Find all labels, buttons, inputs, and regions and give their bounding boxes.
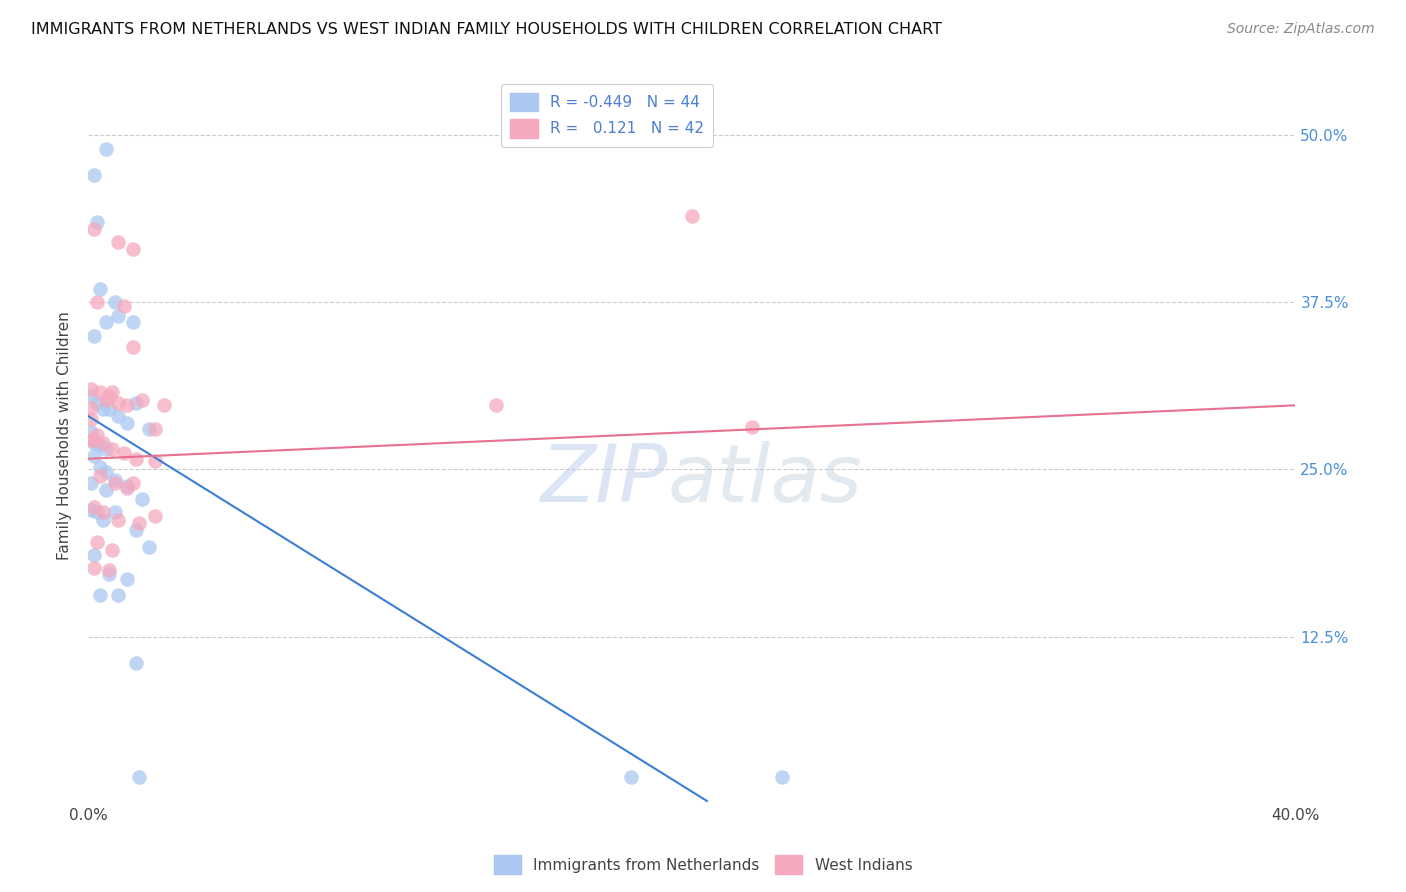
Point — [125, 657, 148, 671]
Point — [96, 483, 118, 497]
Point — [104, 505, 127, 519]
Text: ZIP: ZIP — [540, 442, 668, 519]
Text: atlas: atlas — [668, 442, 862, 519]
Point — [96, 465, 118, 479]
Point — [89, 282, 111, 296]
Point — [125, 451, 148, 466]
Point — [96, 142, 118, 156]
Point — [89, 384, 111, 399]
Point — [91, 505, 114, 519]
Legend: Immigrants from Netherlands, West Indians: Immigrants from Netherlands, West Indian… — [488, 849, 918, 880]
Point — [86, 395, 108, 409]
Point — [83, 222, 105, 236]
Y-axis label: Family Households with Children: Family Households with Children — [58, 311, 72, 560]
Point — [83, 449, 105, 463]
Point — [91, 435, 114, 450]
Point — [86, 295, 108, 310]
Point — [131, 392, 153, 407]
Point — [107, 588, 129, 602]
Point — [86, 427, 108, 442]
Point — [104, 473, 127, 487]
Point — [80, 475, 103, 490]
Point — [122, 316, 145, 330]
Point — [80, 411, 103, 425]
Text: Source: ZipAtlas.com: Source: ZipAtlas.com — [1227, 22, 1375, 37]
Point — [143, 509, 166, 524]
Point — [86, 534, 108, 549]
Point — [83, 500, 105, 514]
Point — [83, 561, 105, 575]
Point — [96, 442, 118, 457]
Point — [143, 454, 166, 468]
Point — [117, 572, 139, 586]
Point — [770, 770, 793, 784]
Point — [104, 475, 127, 490]
Point — [80, 433, 103, 447]
Point — [117, 481, 139, 495]
Point — [107, 409, 129, 423]
Point — [143, 422, 166, 436]
Point — [152, 398, 174, 412]
Point — [101, 542, 124, 557]
Point — [122, 242, 145, 256]
Legend: R = -0.449   N = 44, R =   0.121   N = 42: R = -0.449 N = 44, R = 0.121 N = 42 — [502, 84, 713, 147]
Point — [117, 478, 139, 492]
Point — [107, 235, 129, 250]
Point — [107, 513, 129, 527]
Point — [112, 300, 135, 314]
Point — [91, 402, 114, 417]
Point — [741, 419, 763, 434]
Point — [98, 566, 121, 581]
Point — [91, 513, 114, 527]
Point — [89, 438, 111, 452]
Point — [138, 540, 160, 554]
Point — [80, 382, 103, 396]
Point — [101, 384, 124, 399]
Point — [89, 588, 111, 602]
Point — [96, 392, 118, 407]
Point — [485, 398, 508, 412]
Point — [125, 523, 148, 537]
Point — [98, 389, 121, 403]
Point — [83, 435, 105, 450]
Point — [620, 770, 643, 784]
Point — [80, 502, 103, 516]
Point — [112, 446, 135, 460]
Text: IMMIGRANTS FROM NETHERLANDS VS WEST INDIAN FAMILY HOUSEHOLDS WITH CHILDREN CORRE: IMMIGRANTS FROM NETHERLANDS VS WEST INDI… — [31, 22, 942, 37]
Point — [98, 563, 121, 577]
Point — [83, 433, 105, 447]
Point — [89, 459, 111, 474]
Point — [125, 395, 148, 409]
Point — [107, 309, 129, 323]
Point — [83, 328, 105, 343]
Point — [107, 395, 129, 409]
Point — [98, 402, 121, 417]
Point — [96, 316, 118, 330]
Point — [117, 416, 139, 430]
Point — [131, 491, 153, 506]
Point — [86, 215, 108, 229]
Point — [681, 209, 703, 223]
Point — [83, 548, 105, 562]
Point — [128, 516, 150, 530]
Point — [117, 398, 139, 412]
Point — [89, 469, 111, 483]
Point — [83, 169, 105, 183]
Point — [104, 295, 127, 310]
Point — [80, 401, 103, 415]
Point — [122, 339, 145, 353]
Point — [138, 422, 160, 436]
Point — [122, 475, 145, 490]
Point — [101, 442, 124, 457]
Point — [80, 425, 103, 439]
Point — [86, 505, 108, 519]
Point — [128, 770, 150, 784]
Point — [80, 389, 103, 403]
